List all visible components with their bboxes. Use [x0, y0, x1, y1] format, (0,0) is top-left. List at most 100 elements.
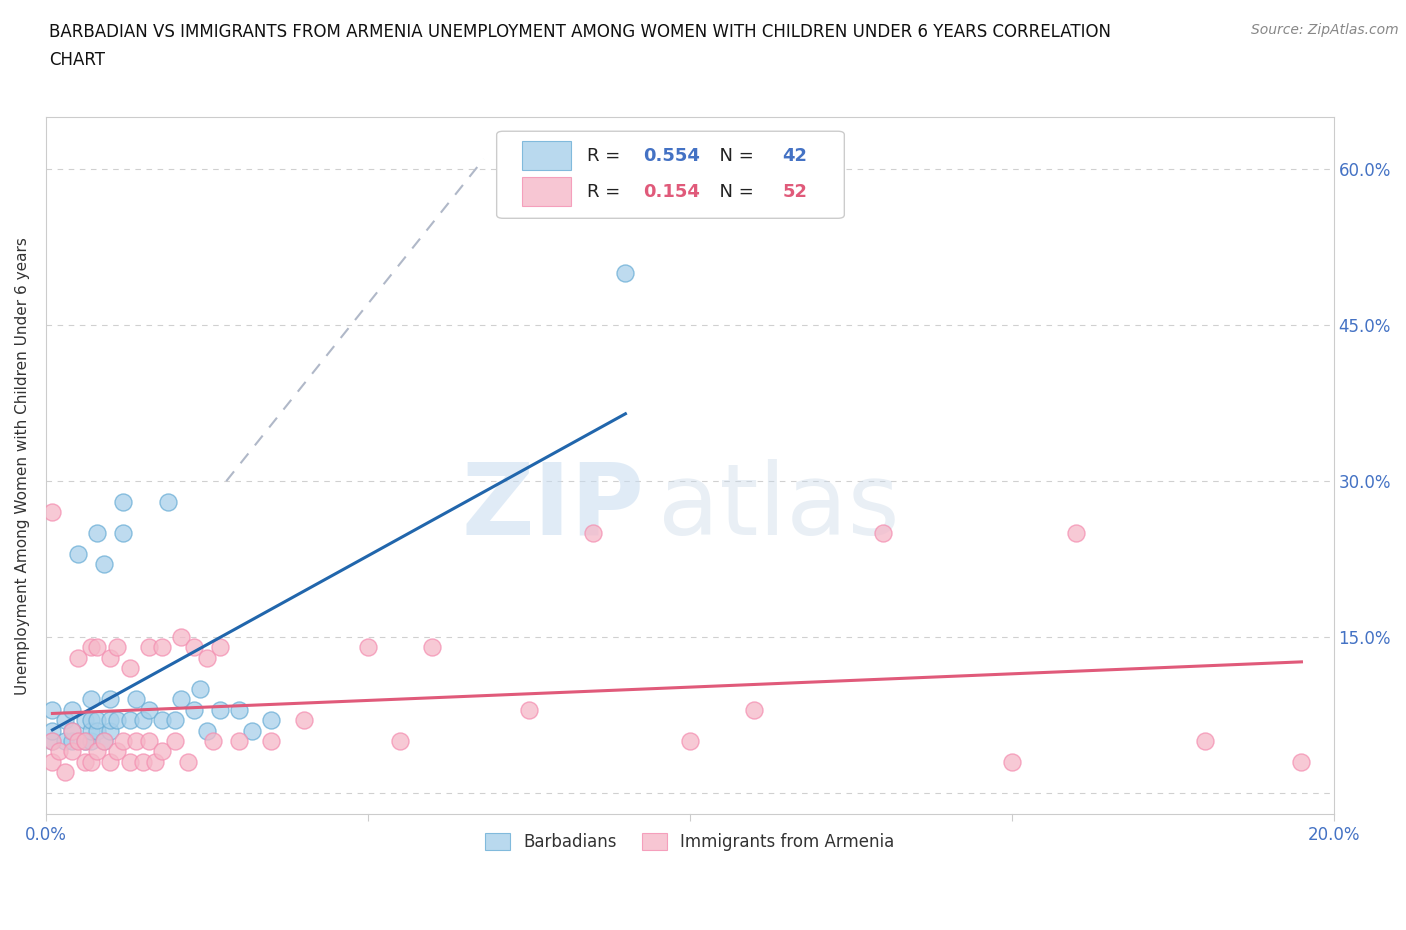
Point	[98, 650, 121, 665]
Point	[357, 640, 380, 655]
Point	[105, 640, 128, 655]
Point	[53, 712, 76, 727]
Point	[73, 712, 96, 727]
Point	[125, 692, 148, 707]
Point	[292, 712, 315, 727]
Point	[195, 724, 218, 738]
Point	[150, 712, 173, 727]
Text: atlas: atlas	[658, 458, 900, 556]
Point	[208, 702, 231, 717]
Point	[872, 525, 894, 540]
Point	[150, 640, 173, 655]
Y-axis label: Unemployment Among Women with Children Under 6 years: Unemployment Among Women with Children U…	[15, 236, 30, 695]
Point	[118, 754, 141, 769]
FancyBboxPatch shape	[496, 131, 845, 219]
Text: N =: N =	[707, 183, 759, 201]
Point	[138, 702, 160, 717]
Text: ZIP: ZIP	[461, 458, 645, 556]
Point	[260, 734, 283, 749]
Point	[53, 764, 76, 779]
Point	[105, 712, 128, 727]
Point	[86, 525, 108, 540]
Point	[98, 692, 121, 707]
Point	[145, 754, 167, 769]
FancyBboxPatch shape	[523, 178, 571, 206]
Point	[176, 754, 198, 769]
Point	[138, 640, 160, 655]
Point	[260, 712, 283, 727]
Point	[86, 712, 108, 727]
Point	[389, 734, 412, 749]
Point	[67, 650, 90, 665]
FancyBboxPatch shape	[523, 141, 571, 170]
Point	[517, 702, 540, 717]
Point	[73, 734, 96, 749]
Point	[98, 754, 121, 769]
Point	[80, 692, 103, 707]
Point	[41, 702, 63, 717]
Point	[742, 702, 765, 717]
Point	[420, 640, 443, 655]
Text: 52: 52	[783, 183, 807, 201]
Point	[1194, 734, 1216, 749]
Point	[228, 702, 250, 717]
Text: R =: R =	[586, 147, 626, 165]
Point	[41, 734, 63, 749]
Point	[60, 702, 83, 717]
Text: R =: R =	[586, 183, 626, 201]
Point	[41, 734, 63, 749]
Point	[131, 712, 153, 727]
Point	[150, 744, 173, 759]
Point	[195, 650, 218, 665]
Point	[582, 525, 605, 540]
Point	[105, 744, 128, 759]
Point	[93, 557, 115, 572]
Point	[170, 692, 193, 707]
Point	[240, 724, 263, 738]
Point	[41, 505, 63, 520]
Point	[163, 734, 186, 749]
Point	[93, 734, 115, 749]
Point	[86, 640, 108, 655]
Text: 0.554: 0.554	[644, 147, 700, 165]
Point	[98, 712, 121, 727]
Point	[1064, 525, 1087, 540]
Point	[202, 734, 225, 749]
Point	[67, 734, 90, 749]
Point	[80, 754, 103, 769]
Point	[1001, 754, 1024, 769]
Point	[60, 744, 83, 759]
Point	[125, 734, 148, 749]
Text: CHART: CHART	[49, 51, 105, 69]
Point	[80, 724, 103, 738]
Point	[1291, 754, 1313, 769]
Point	[112, 495, 135, 510]
Text: Source: ZipAtlas.com: Source: ZipAtlas.com	[1251, 23, 1399, 37]
Point	[60, 724, 83, 738]
Point	[228, 734, 250, 749]
Point	[183, 702, 205, 717]
Point	[157, 495, 180, 510]
Text: BARBADIAN VS IMMIGRANTS FROM ARMENIA UNEMPLOYMENT AMONG WOMEN WITH CHILDREN UNDE: BARBADIAN VS IMMIGRANTS FROM ARMENIA UNE…	[49, 23, 1111, 41]
Point	[53, 734, 76, 749]
Point	[679, 734, 702, 749]
Point	[170, 630, 193, 644]
Text: N =: N =	[707, 147, 759, 165]
Point	[80, 640, 103, 655]
Point	[60, 734, 83, 749]
Point	[86, 744, 108, 759]
Point	[118, 712, 141, 727]
Text: 42: 42	[783, 147, 807, 165]
Point	[163, 712, 186, 727]
Point	[98, 724, 121, 738]
Point	[131, 754, 153, 769]
Point	[73, 734, 96, 749]
Point	[190, 682, 212, 697]
Point	[41, 724, 63, 738]
Point	[138, 734, 160, 749]
Point	[614, 266, 637, 281]
Point	[112, 734, 135, 749]
Point	[112, 525, 135, 540]
Point	[73, 754, 96, 769]
Point	[80, 712, 103, 727]
